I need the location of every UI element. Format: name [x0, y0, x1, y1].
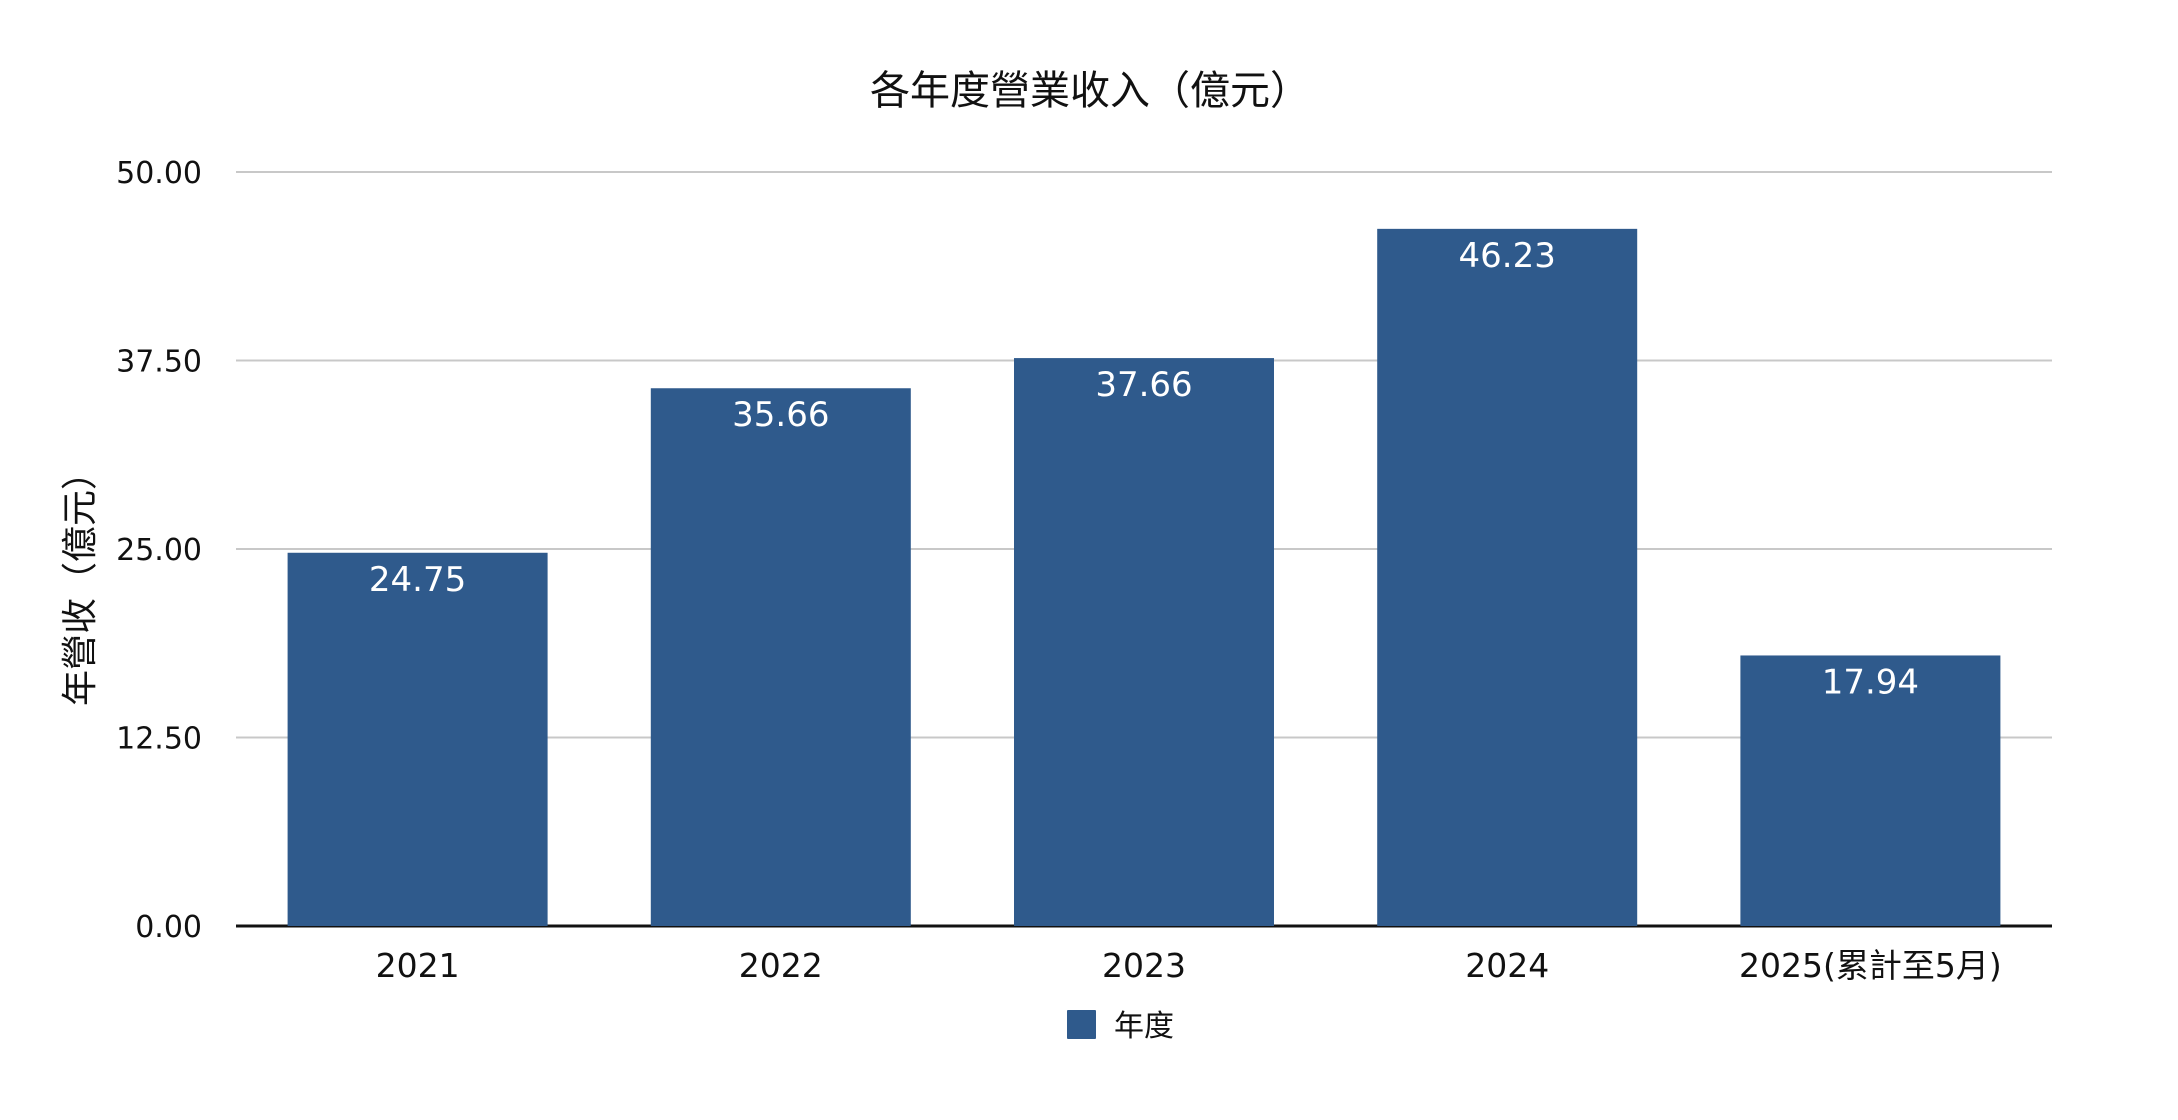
- x-tick-label-1: 2022: [739, 946, 823, 985]
- bar-2022: [650, 388, 911, 926]
- data-label-1: 35.66: [732, 395, 829, 435]
- y-tick-label-4: 50.00: [116, 156, 202, 191]
- bar-2021: [287, 552, 548, 926]
- data-label-4: 17.94: [1822, 662, 1919, 702]
- data-label-0: 24.75: [369, 560, 466, 600]
- x-tick-label-2: 2023: [1102, 946, 1186, 985]
- y-tick-label-0: 0.00: [135, 910, 202, 945]
- bar-2025-5-: [1740, 655, 2001, 926]
- data-label-3: 46.23: [1459, 236, 1556, 276]
- x-tick-label-4: 2025(累計至5月): [1739, 946, 2002, 985]
- labels-layer: 0.00 12.50 25.00 37.50 50.00 24.75 2021 35.66 20…: [116, 156, 2002, 985]
- x-tick-label-3: 2024: [1465, 946, 1549, 985]
- legend-label: 年度: [1114, 1009, 1174, 1044]
- y-tick-label-1: 12.50: [116, 722, 202, 757]
- bar-2024: [1377, 228, 1638, 927]
- data-label-2: 37.66: [1095, 365, 1192, 405]
- bar-2023: [1014, 358, 1274, 927]
- bars-layer: [287, 228, 2001, 927]
- x-tick-label-0: 2021: [376, 946, 460, 985]
- y-tick-label-3: 37.50: [116, 345, 202, 380]
- y-tick-label-2: 25.00: [116, 533, 202, 568]
- legend-swatch: [1067, 1010, 1096, 1039]
- legend: 年度: [1067, 1009, 1174, 1044]
- y-axis-title: 年營收（億元）: [60, 454, 101, 706]
- chart-title: 各年度營業收入（億元）: [870, 68, 1310, 114]
